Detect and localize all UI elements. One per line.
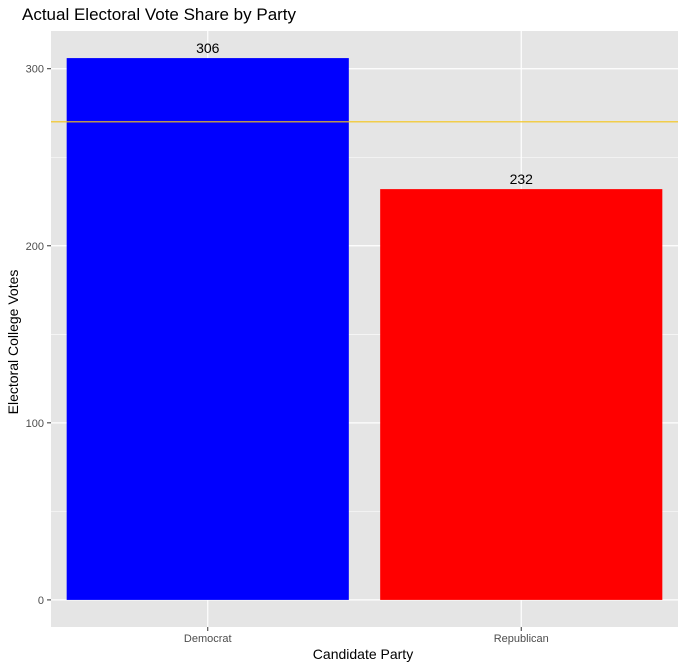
bar-democrat	[66, 58, 349, 600]
bars	[66, 58, 663, 600]
data-label-republican: 232	[510, 171, 534, 187]
x-tick-label: Republican	[494, 633, 549, 645]
y-tick-label: 300	[26, 64, 44, 76]
chart-title: Actual Electoral Vote Share by Party	[22, 5, 297, 24]
data-label-democrat: 306	[196, 40, 220, 56]
y-axis: 0 100 200 300	[26, 64, 51, 607]
y-tick-label: 0	[38, 595, 44, 607]
y-tick-label: 100	[26, 418, 44, 430]
x-axis-title: Candidate Party	[313, 646, 413, 662]
bar-republican	[380, 189, 663, 600]
data-labels: 306 232	[196, 40, 533, 187]
x-axis: Democrat Republican	[184, 627, 549, 645]
y-axis-title: Electoral College Votes	[5, 270, 21, 415]
x-tick-label: Democrat	[184, 633, 232, 645]
y-tick-label: 200	[26, 241, 44, 253]
